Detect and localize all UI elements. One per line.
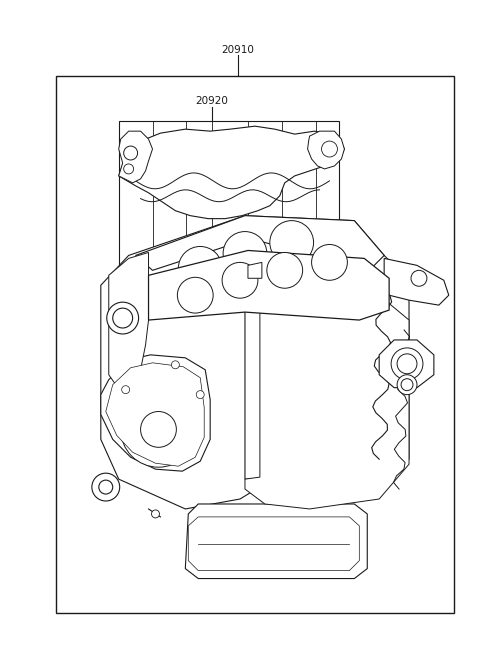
- Polygon shape: [129, 365, 190, 421]
- Polygon shape: [148, 250, 389, 320]
- Circle shape: [120, 392, 196, 467]
- Polygon shape: [384, 258, 449, 305]
- Polygon shape: [109, 252, 148, 384]
- Polygon shape: [101, 215, 384, 509]
- Circle shape: [141, 411, 176, 447]
- Polygon shape: [228, 258, 244, 279]
- Circle shape: [92, 473, 120, 501]
- Circle shape: [391, 348, 423, 380]
- Polygon shape: [248, 262, 262, 279]
- Polygon shape: [379, 340, 434, 388]
- Polygon shape: [245, 295, 409, 509]
- Circle shape: [99, 480, 113, 494]
- Circle shape: [122, 386, 130, 394]
- Polygon shape: [119, 126, 344, 219]
- Circle shape: [312, 244, 348, 281]
- Polygon shape: [101, 355, 210, 471]
- Polygon shape: [119, 131, 153, 183]
- Polygon shape: [185, 504, 367, 579]
- Text: 20920: 20920: [196, 97, 228, 106]
- Circle shape: [178, 277, 213, 313]
- Polygon shape: [106, 363, 204, 466]
- Circle shape: [322, 141, 337, 157]
- Polygon shape: [119, 121, 339, 390]
- Polygon shape: [245, 256, 409, 479]
- Circle shape: [397, 374, 417, 395]
- Circle shape: [223, 231, 267, 275]
- Circle shape: [270, 221, 313, 264]
- Circle shape: [124, 164, 133, 174]
- Circle shape: [179, 246, 222, 290]
- Circle shape: [222, 262, 258, 298]
- Circle shape: [124, 146, 138, 160]
- Circle shape: [171, 361, 180, 369]
- Circle shape: [113, 308, 132, 328]
- Circle shape: [411, 270, 427, 286]
- Circle shape: [196, 391, 204, 399]
- Polygon shape: [136, 215, 384, 270]
- Circle shape: [267, 252, 302, 288]
- Circle shape: [152, 510, 159, 518]
- Text: 20910: 20910: [222, 45, 254, 55]
- Circle shape: [397, 354, 417, 374]
- Polygon shape: [308, 131, 344, 169]
- Polygon shape: [56, 76, 454, 614]
- Circle shape: [107, 302, 139, 334]
- Circle shape: [401, 378, 413, 391]
- Polygon shape: [188, 517, 360, 570]
